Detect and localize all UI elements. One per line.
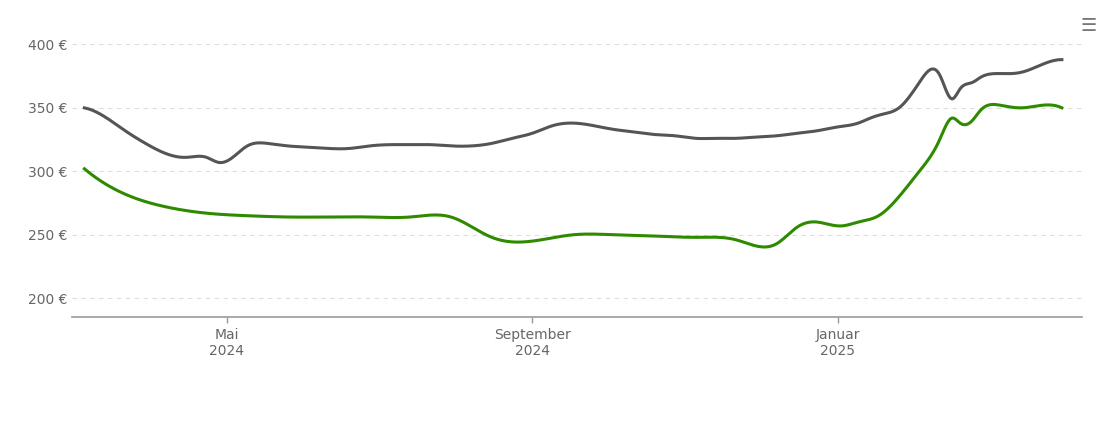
lose Ware bbox=[1036, 103, 1049, 108]
Sackware bbox=[662, 133, 675, 138]
Sackware bbox=[544, 124, 557, 129]
lose Ware bbox=[548, 235, 562, 240]
Sackware bbox=[608, 127, 622, 132]
lose Ware bbox=[659, 234, 673, 239]
lose Ware bbox=[757, 244, 770, 250]
lose Ware bbox=[1056, 105, 1069, 110]
Sackware bbox=[78, 105, 91, 110]
Sackware bbox=[1056, 57, 1069, 62]
lose Ware bbox=[987, 102, 1000, 107]
lose Ware bbox=[78, 166, 91, 171]
Sackware bbox=[881, 110, 895, 115]
Text: ☰: ☰ bbox=[1080, 17, 1097, 35]
Line: lose Ware: lose Ware bbox=[84, 104, 1062, 247]
lose Ware bbox=[607, 232, 620, 237]
Line: Sackware: Sackware bbox=[84, 60, 1062, 162]
lose Ware bbox=[881, 206, 895, 212]
lose Ware bbox=[542, 236, 555, 241]
Sackware bbox=[549, 122, 563, 127]
Sackware bbox=[1033, 63, 1047, 68]
Sackware bbox=[215, 160, 229, 165]
